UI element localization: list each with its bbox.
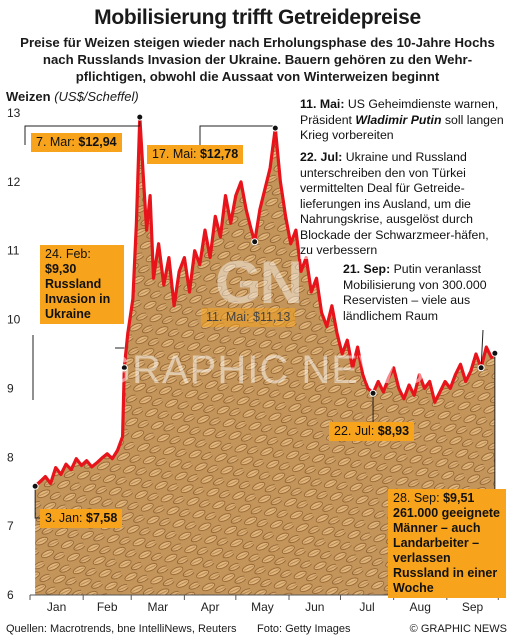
note-may11-name: Wladimir Putin xyxy=(355,112,442,127)
callout-jul22: 22. Jul: $8,93 xyxy=(329,422,415,441)
dot-may17 xyxy=(271,124,279,132)
dot-feb24 xyxy=(120,364,128,372)
note-sep21-text: Putin veranlasst Mobilisierung von 300.0… xyxy=(343,262,487,323)
note-may11-tail: soll langen Krieg vorbereiten xyxy=(300,112,504,143)
leader-sep21 xyxy=(480,329,484,368)
x-tick-label: Jan xyxy=(47,600,66,614)
y-tick-label: 6 xyxy=(7,588,14,602)
callout-mar7: 7. Mar: $12,94 xyxy=(31,133,122,152)
callout-jan3: 3. Jan: $7,58 xyxy=(40,509,123,528)
wheat-price-line xyxy=(34,115,497,488)
note-sep21-head: 21. Sep: xyxy=(343,262,391,276)
y-axis-name: Weizen xyxy=(6,89,51,104)
dot-may11 xyxy=(251,238,259,246)
chart-subtitle: Preise für Weizen steigen wieder nach Er… xyxy=(4,34,511,85)
y-tick-label: 9 xyxy=(7,381,14,395)
callout-jul22-value: $8,93 xyxy=(377,424,410,438)
callout-sep28-text: 261.000 geeignete Männer – auch Landarbe… xyxy=(393,506,501,595)
note-sep21: 21. Sep: Putin veranlasst Mobilisierung … xyxy=(343,262,513,324)
callout-jul22-date: 22. Jul: xyxy=(334,424,375,438)
x-tick-label: Aug xyxy=(410,600,431,614)
footer-copyright: © GRAPHIC NEWS xyxy=(409,623,507,635)
dot-jul22 xyxy=(369,389,377,397)
callout-sep28-value: $9,51 xyxy=(443,491,475,505)
footer-photo-credit: Foto: Getty Images xyxy=(257,623,351,635)
x-tick-label: Jul xyxy=(359,600,374,614)
callout-jan3-date: 3. Jan: xyxy=(45,511,83,525)
leader-mar7 xyxy=(24,117,141,145)
y-axis-label: Weizen (US$/Scheffel) xyxy=(6,89,139,104)
note-may11: 11. Mai: US Geheimdienste warnen, Präsid… xyxy=(300,97,512,144)
x-tick-label: Feb xyxy=(97,600,118,614)
callout-dots xyxy=(31,113,499,490)
y-tick-label: 11 xyxy=(7,244,20,258)
callout-mar7-date: 7. Mar: xyxy=(36,135,75,149)
y-tick-label: 12 xyxy=(7,175,21,189)
subtitle-line-1: Preise für Weizen steigen wieder nach Er… xyxy=(20,35,495,50)
y-tick-label: 10 xyxy=(7,313,21,327)
subtitle-line-3: pflichtigen, obwohl die Aussaat von Wint… xyxy=(75,69,440,84)
leader-jan3 xyxy=(34,486,40,519)
dot-sep21 xyxy=(477,364,485,372)
note-may11-head: 11. Mai: xyxy=(300,97,345,111)
callout-feb24-value: $9,30 xyxy=(45,262,77,276)
watermark-logo: GN xyxy=(215,249,303,316)
callout-may11-text: 11. Mai: $11,13 xyxy=(206,310,291,324)
callout-sep28-date: 28. Sep: xyxy=(393,491,440,505)
callout-sep28: 28. Sep: $9,51 261.000 geeignete Männer … xyxy=(388,489,506,598)
note-jul22-head: 22. Jul: xyxy=(300,150,343,164)
note-jul22: 22. Jul: Ukraine und Russland unterschre… xyxy=(300,150,505,259)
subtitle-line-2: nach Russlands Invasion der Ukraine. Bau… xyxy=(42,52,473,67)
callout-may11: 11. Mai: $11,13 xyxy=(201,308,296,327)
dot-sep28 xyxy=(491,349,499,357)
x-tick-label: Sep xyxy=(462,600,484,614)
y-tick-label: 13 xyxy=(7,106,21,120)
callout-feb24-date: 24. Feb: xyxy=(45,247,91,261)
callout-jan3-value: $7,58 xyxy=(86,511,118,525)
y-tick-label: 8 xyxy=(7,450,14,464)
y-tick-label: 7 xyxy=(7,519,14,533)
x-tick-label: May xyxy=(251,600,274,614)
callout-mar7-value: $12,94 xyxy=(78,135,117,149)
x-tick-label: Jun xyxy=(305,600,324,614)
footer-sources: Quellen: Macrotrends, bne IntelliNews, R… xyxy=(6,623,237,635)
note-may11-text: US Geheimdienste warnen, Präsident xyxy=(300,97,499,127)
callout-may17-value: $12,78 xyxy=(199,147,239,161)
callout-may17: 17. Mai: $12,78 xyxy=(147,145,244,164)
chart-title: Mobilisierung trifft Getreidepreise xyxy=(94,6,421,29)
dot-jan3 xyxy=(31,482,39,490)
y-axis-unit: (US$/Scheffel) xyxy=(54,89,139,104)
grain-photo-area xyxy=(35,117,495,595)
note-jul22-text: Ukraine und Russland unterschreiben den … xyxy=(300,150,489,257)
callout-feb24-text: Russland Invasion in Ukraine xyxy=(45,277,111,321)
x-tick-label: Apr xyxy=(201,600,220,614)
x-tick-label: Mar xyxy=(147,600,168,614)
y-axis: 6 7 8 9 10 11 12 13 xyxy=(7,106,21,602)
watermark-text: GRAPHIC NEWS xyxy=(100,348,426,392)
callout-feb24: 24. Feb: $9,30 Russland Invasion in Ukra… xyxy=(40,245,124,324)
callout-may17-date: 17. Mai: xyxy=(152,147,197,161)
dot-mar7 xyxy=(136,113,144,121)
